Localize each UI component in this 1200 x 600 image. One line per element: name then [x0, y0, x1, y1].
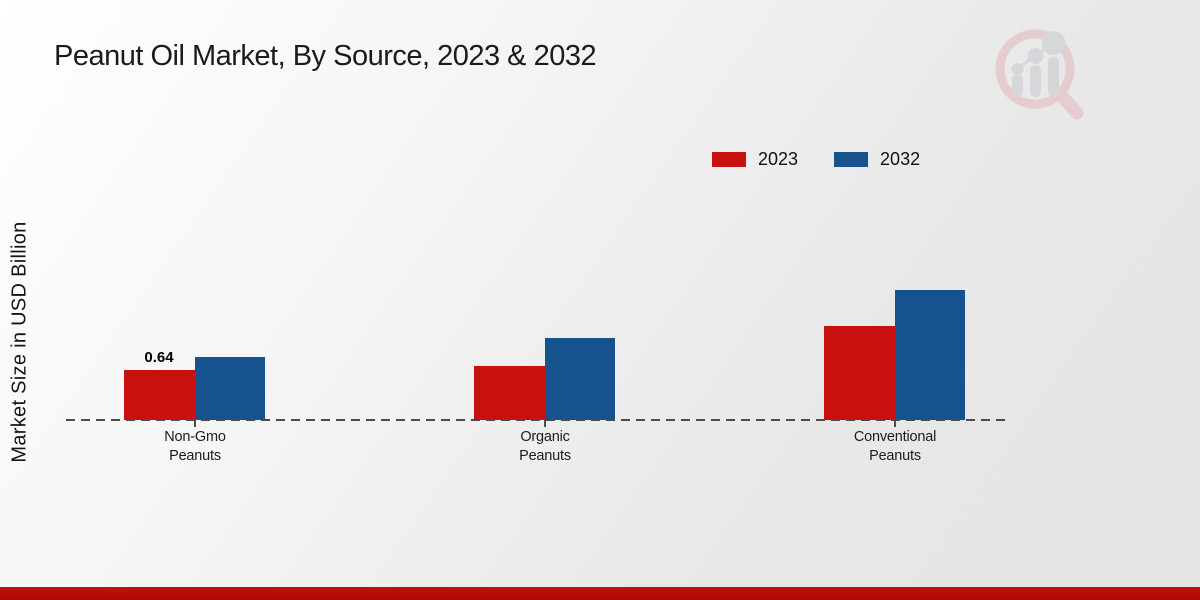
category-label-non-gmo-peanuts: Non-Gmo Peanuts — [164, 429, 226, 464]
legend-item-2023: 2023 — [712, 149, 798, 170]
bar-2023-organic-peanuts — [474, 366, 545, 420]
bar-2023-non-gmo-peanuts — [124, 370, 195, 420]
bar-2032-conventional-peanuts — [895, 290, 965, 420]
magnifier-bar-chart-logo-icon — [995, 29, 1084, 120]
x-axis-tick-non-gmo-peanuts — [194, 420, 196, 427]
bar-2032-organic-peanuts — [545, 338, 615, 420]
bar-2032-non-gmo-peanuts — [195, 357, 265, 420]
bar-2023-conventional-peanuts — [824, 326, 895, 420]
footer-accent-bar — [0, 587, 1200, 600]
legend-label-2023: 2023 — [758, 149, 799, 169]
legend-swatch-2023 — [712, 152, 746, 167]
chart-title: Peanut Oil Market, By Source, 2023 & 203… — [54, 40, 597, 72]
legend-swatch-2032 — [834, 152, 869, 167]
category-label-organic-peanuts: Organic Peanuts — [519, 429, 571, 464]
value-label-2023-non-gmo-peanuts: 0.64 — [144, 349, 174, 366]
legend-item-2032: 2032 — [834, 149, 920, 170]
category-label-conventional-peanuts: Conventional Peanuts — [853, 429, 937, 464]
legend-label-2032: 2032 — [880, 149, 921, 169]
x-axis-tick-organic-peanuts — [544, 420, 546, 427]
legend: 2023 2032 — [712, 149, 920, 170]
x-axis-tick-conventional-peanuts — [894, 420, 896, 427]
x-axis-baseline — [66, 419, 1008, 421]
